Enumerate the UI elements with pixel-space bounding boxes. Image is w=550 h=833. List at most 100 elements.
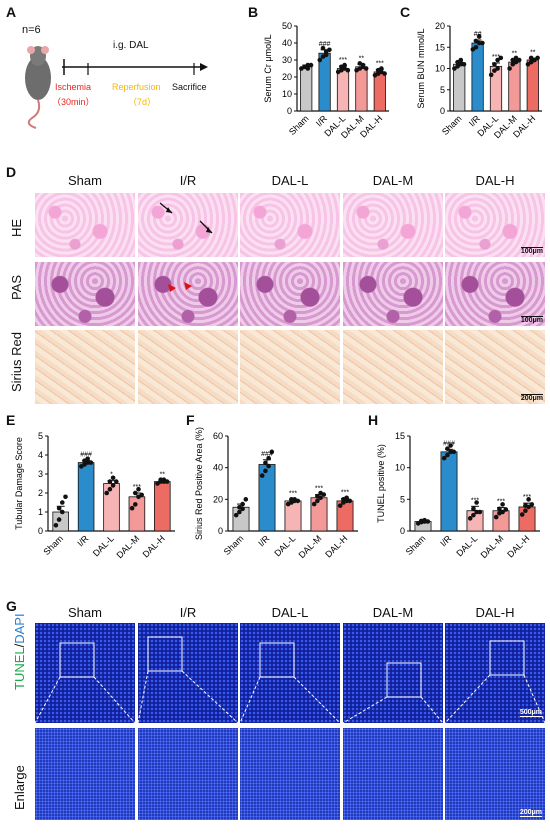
data-point [458, 57, 464, 63]
he-image: 100μm [445, 193, 545, 257]
chart-f: 0 20 40 60 Sirius Red Positive Area (%) Sham #… [194, 427, 358, 560]
data-point [488, 72, 494, 78]
data-point [321, 492, 327, 497]
sr-image [138, 330, 238, 404]
x-tick-label: DAL-L [272, 533, 297, 558]
y-tick-label: 1 [38, 507, 43, 517]
sr-image: 200μm [445, 330, 545, 404]
label-separator: / [12, 643, 27, 648]
x-tick-label: Sham [222, 533, 246, 557]
data-point [357, 61, 363, 66]
zoom-box [138, 636, 238, 723]
data-point [498, 55, 504, 61]
tunel-column-header: I/R [179, 605, 197, 620]
data-point [445, 446, 450, 451]
scale-bar: 200μm [519, 809, 542, 817]
data-point [289, 497, 294, 502]
data-point [503, 507, 509, 512]
enlarge-row-label: Enlarge [12, 765, 27, 810]
y-tick-label: 5 [440, 85, 445, 95]
panel-label-d: D [6, 164, 17, 180]
data-point [240, 501, 245, 507]
tunel-image [35, 623, 135, 723]
significance-label: ### [443, 440, 455, 447]
data-point [243, 497, 249, 502]
significance-label: *** [492, 54, 500, 61]
tunel-image [138, 623, 238, 723]
enlarge-image [35, 728, 135, 820]
x-tick-label: I/R [438, 533, 454, 549]
data-point [347, 498, 353, 504]
data-point [477, 509, 483, 515]
bar [336, 68, 350, 112]
x-tick-label: I/R [75, 533, 91, 549]
panel-label-g: G [6, 598, 17, 614]
arrow-icon [159, 202, 213, 234]
data-point [535, 55, 540, 61]
y-tick-label: 2 [38, 488, 43, 498]
y-tick-label: 0 [218, 526, 223, 536]
data-point [523, 503, 528, 508]
significance-label: *** [376, 60, 384, 67]
timeline [62, 59, 208, 75]
tunel-column-header: DAL-H [475, 605, 515, 620]
y-tick-label: 50 [282, 21, 292, 31]
data-point [305, 66, 311, 71]
scale-bar: 100μm [520, 316, 543, 324]
data-point [461, 61, 467, 67]
data-point [363, 66, 369, 71]
data-point [523, 508, 528, 514]
histology-column-header: DAL-M [372, 173, 414, 188]
significance-label: *** [339, 57, 347, 64]
y-tick-label: 5 [38, 431, 43, 441]
data-point [133, 502, 138, 507]
ischemia-label: Ischemia [55, 82, 92, 92]
panel-label-f: F [186, 412, 195, 428]
x-tick-label: DAL-L [91, 533, 116, 558]
zoom-box [35, 642, 135, 723]
tunel-image [343, 623, 443, 723]
x-tick-label: Sham [404, 533, 428, 557]
data-point [471, 512, 476, 518]
significance-label: *** [471, 497, 479, 504]
y-tick-label: 20 [435, 21, 445, 31]
data-point [315, 493, 320, 499]
reperfusion-time: （7d） [128, 97, 157, 107]
x-tick-label: Sham [440, 113, 464, 137]
bar [526, 59, 539, 112]
data-point [133, 490, 138, 496]
data-point [139, 492, 144, 498]
data-point [323, 52, 329, 58]
tunel-image [240, 623, 340, 723]
y-tick-label: 60 [213, 431, 223, 441]
enlarge-image [343, 728, 443, 820]
bar [128, 496, 146, 532]
y-axis-label: Serum BUN mmol/L [416, 28, 426, 108]
y-tick-label: 3 [38, 469, 43, 479]
data-point [311, 501, 317, 507]
x-tick-label: Sham [287, 113, 311, 137]
y-tick-label: 15 [435, 42, 445, 52]
tunel-column-header: DAL-M [372, 605, 414, 620]
sacrifice-label: Sacrifice [172, 82, 207, 92]
significance-label: *** [315, 486, 323, 493]
ischemia-time: （30min） [52, 97, 95, 107]
pas-image: 100μm [445, 262, 545, 326]
significance-label: ### [261, 451, 273, 458]
pas-image [343, 262, 443, 326]
data-point [317, 57, 323, 63]
bar [52, 511, 69, 532]
arrow-icon [168, 282, 192, 292]
histology-row-label: HE [9, 218, 24, 237]
data-point [493, 514, 499, 520]
tunel-column-header: DAL-L [271, 605, 309, 620]
he-image [240, 193, 340, 257]
y-axis-label: TUNEL positive (%) [376, 444, 386, 523]
data-point [269, 449, 275, 455]
bar [300, 66, 313, 112]
data-point [60, 500, 65, 505]
histology-column-header: Sham [68, 173, 102, 188]
data-point [259, 473, 265, 478]
pas-image [240, 262, 340, 326]
mouse-icon [25, 46, 51, 129]
